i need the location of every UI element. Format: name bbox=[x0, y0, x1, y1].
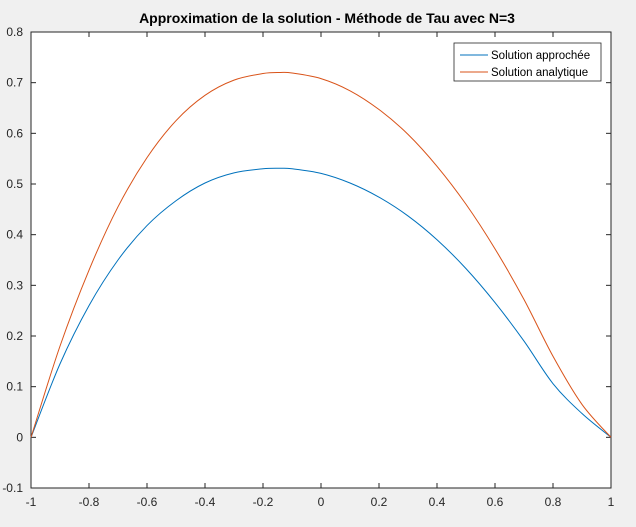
y-tick-label: 0.8 bbox=[6, 25, 23, 39]
y-tick-label: 0.6 bbox=[6, 126, 23, 140]
axis-tick-labels: -1 -0.8 -0.6 -0.4 -0.2 0 0.2 0.4 0.6 0.8 1 -0.1 0 0.1… bbox=[2, 25, 614, 509]
x-tick-label: -0.6 bbox=[137, 495, 158, 509]
x-tick-label: 1 bbox=[608, 495, 615, 509]
y-tick-label: 0.1 bbox=[6, 380, 23, 394]
series-line-analytique bbox=[30, 71, 612, 438]
legend: Solution approchée Solution analytique bbox=[453, 42, 602, 82]
x-tick-label: 0.4 bbox=[429, 495, 446, 509]
x-tick-label: -0.4 bbox=[195, 495, 216, 509]
x-tick-label: -0.2 bbox=[253, 495, 274, 509]
x-tick-label: 0 bbox=[318, 495, 325, 509]
axis-ticks bbox=[30, 31, 612, 489]
y-tick-label: 0.3 bbox=[6, 278, 23, 292]
y-tick-label: 0.2 bbox=[6, 329, 23, 343]
plot-area bbox=[30, 31, 612, 489]
x-tick-label: -1 bbox=[26, 495, 37, 509]
y-tick-label: -0.1 bbox=[2, 481, 23, 495]
y-tick-label: 0.4 bbox=[6, 228, 23, 242]
x-tick-label: 0.8 bbox=[545, 495, 562, 509]
y-tick-label: 0.5 bbox=[6, 177, 23, 191]
chart-title: Approximation de la solution - Méthode d… bbox=[139, 10, 515, 26]
series-line-approchee bbox=[30, 167, 612, 438]
legend-box bbox=[453, 42, 602, 82]
x-tick-label: -0.8 bbox=[79, 495, 100, 509]
x-tick-label: 0.6 bbox=[487, 495, 504, 509]
x-tick-label: 0.2 bbox=[371, 495, 388, 509]
series-lines bbox=[30, 71, 612, 438]
y-tick-label: 0 bbox=[16, 430, 23, 444]
legend-label-approchee: Solution approchée bbox=[491, 50, 590, 62]
y-tick-label: 0.7 bbox=[6, 76, 23, 90]
legend-label-analytique: Solution analytique bbox=[491, 67, 588, 79]
